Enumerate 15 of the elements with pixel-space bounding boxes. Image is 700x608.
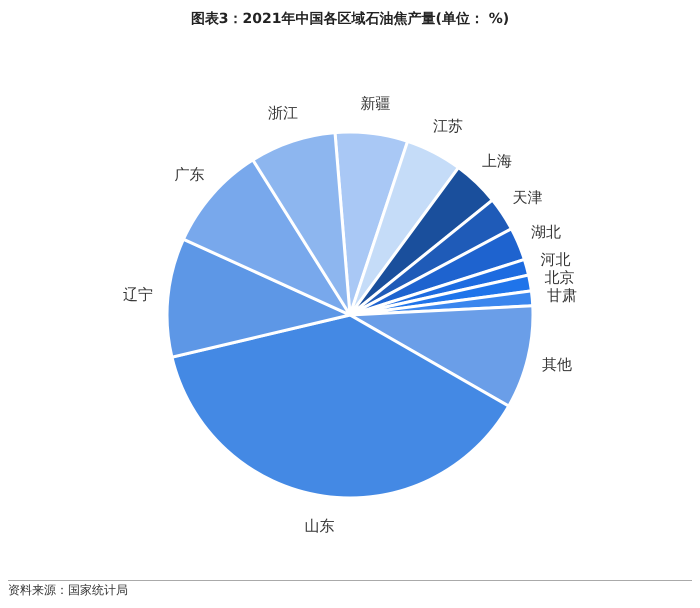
slice-label: 广东: [174, 166, 205, 184]
slice-label: 北京: [544, 268, 575, 287]
text: 资料来源：国家统计局: [8, 582, 128, 599]
slice-label: 天津: [512, 188, 543, 206]
slice-label: 辽宁: [123, 285, 153, 304]
slice-label: 上海: [482, 152, 512, 170]
slice-label: 其他: [542, 356, 572, 374]
slice-label: 浙江: [268, 104, 298, 122]
slice-label: 山东: [304, 516, 334, 535]
chart-title: 图表3：2021年中国各区域石油焦产量(单位： %): [190, 10, 510, 28]
slice-label: 江苏: [432, 116, 463, 135]
slice-label: 甘肃: [547, 286, 578, 305]
slice-label: 新疆: [360, 94, 390, 113]
slice-label: 河北: [540, 250, 571, 268]
slice-label: 湖北: [531, 223, 562, 242]
